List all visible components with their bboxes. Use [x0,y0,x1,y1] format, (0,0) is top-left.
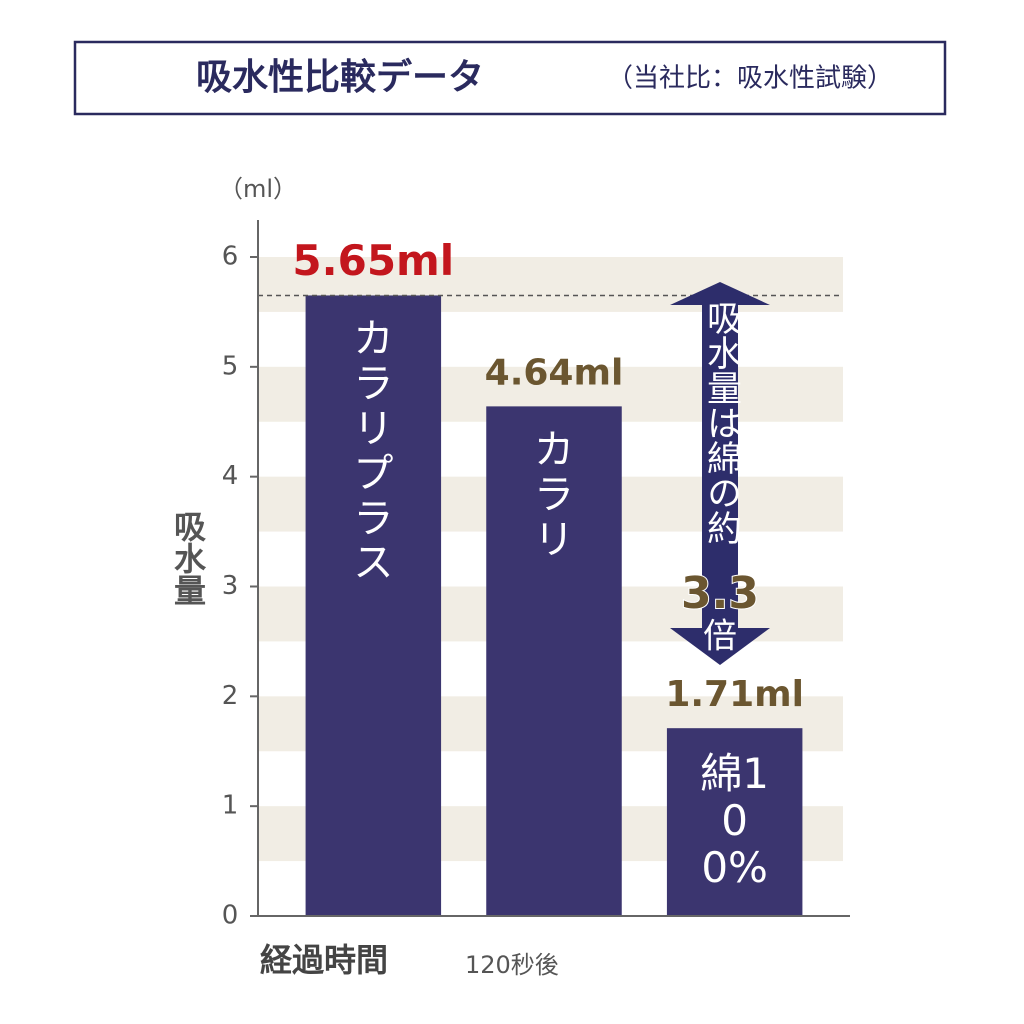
value-label: 1.71ml [665,674,804,715]
title-box [73,40,947,116]
annotation-ratio: 3.3 [681,568,759,619]
annotation-text: 吸水量は綿の約 [701,300,741,545]
bar [486,406,622,916]
arrow-shaft [702,300,738,632]
y-unit: （ml） [219,175,297,203]
ratio-arrow: 吸水量は綿の約 3.3 倍 [670,282,770,665]
arrow-head [670,282,770,305]
x-note: 120秒後 [465,951,559,979]
y-tick-label: 0 [222,901,239,931]
x-axis-title: 経過時間 [260,941,388,979]
y-tick-label: 2 [222,681,239,711]
bar [305,295,442,917]
y-tick-label: 3 [222,571,239,601]
bar-label: カラリ [534,427,574,563]
value-label: 5.65ml [292,236,454,285]
y-tick-label: 4 [222,461,239,491]
chart-title: 吸水性比較データ [196,56,484,98]
y-tick-label: 5 [222,351,239,381]
bar-label: カラリプラス [353,316,394,587]
annotation-unit: 倍 [703,617,737,657]
bar-label: 綿100% [700,749,770,893]
y-axis-title: 吸水量 [169,510,207,606]
value-label: 4.64ml [485,352,624,393]
arrow-head [670,628,770,665]
bars [258,294,843,917]
bar [666,728,803,916]
y-tick-label: 1 [222,791,239,821]
chart-subtitle: （当社比：吸水性試験） [607,64,893,94]
y-tick-label: 6 [222,242,239,272]
